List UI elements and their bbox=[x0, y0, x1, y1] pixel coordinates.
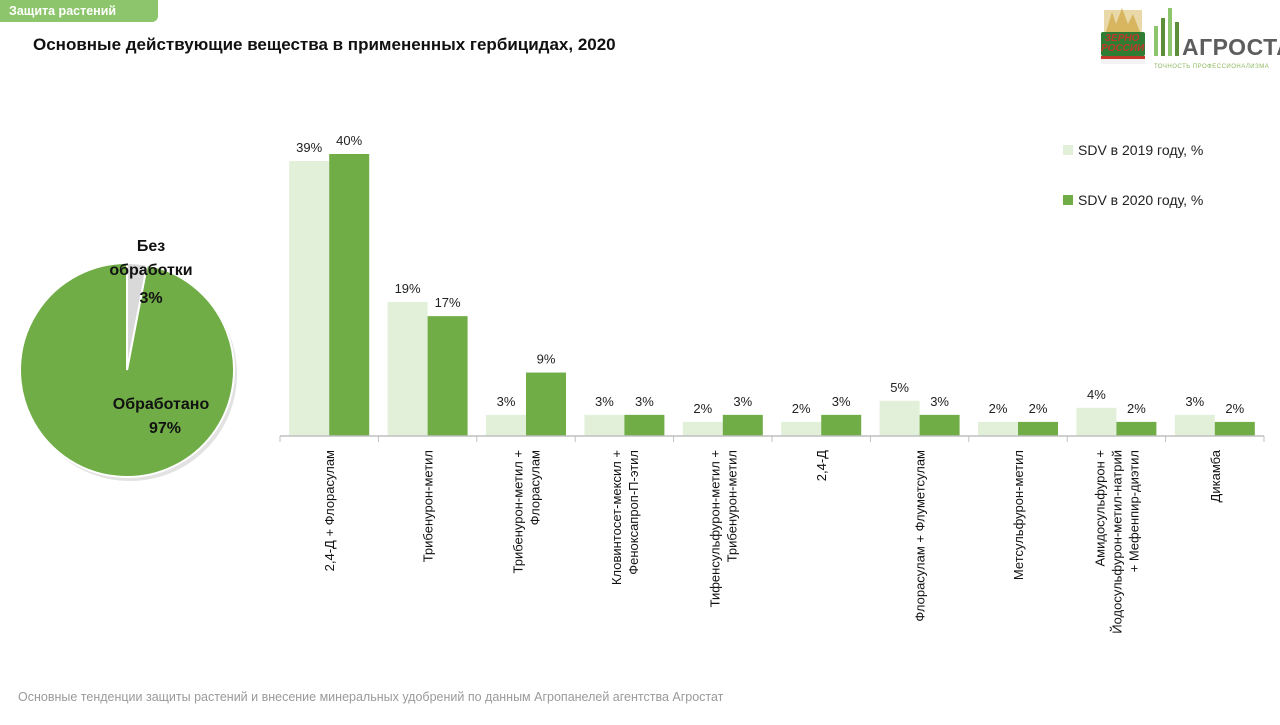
value-label-2020-7: 3% bbox=[930, 394, 949, 409]
bar-2020-7 bbox=[919, 414, 960, 436]
value-label-2020-3: 9% bbox=[537, 352, 556, 367]
section-tab: Защита растений bbox=[0, 0, 158, 22]
category-label-6: 2,4-Д bbox=[814, 450, 829, 481]
zerno-rossii-logo: ЗЕРНО РОССИИ bbox=[1098, 4, 1148, 70]
value-label-2020-2: 17% bbox=[435, 295, 461, 310]
value-label-2019-9: 4% bbox=[1087, 387, 1106, 402]
bar-2019-8 bbox=[978, 421, 1018, 436]
footer-source: Основные тенденции защиты растений и вне… bbox=[18, 690, 724, 704]
category-label-2: Трибенурон-метил bbox=[421, 450, 436, 562]
category-label-8: Метсульфурон-метил bbox=[1011, 450, 1026, 580]
pie-label-treated: Обработано bbox=[113, 396, 210, 413]
category-label-1: 2,4-Д + Флорасулам bbox=[322, 450, 337, 571]
value-label-2019-7: 5% bbox=[890, 380, 909, 395]
agrostat-tagline: ТОЧНОСТЬ ПРОФЕССИОНАЛИЗМА bbox=[1154, 64, 1270, 70]
bar-2019-6 bbox=[781, 421, 822, 436]
bar-2020-6 bbox=[821, 414, 862, 436]
bar-2020-8 bbox=[1018, 421, 1058, 436]
bar-2020-4 bbox=[624, 414, 665, 436]
value-label-2020-4: 3% bbox=[635, 394, 654, 409]
value-label-2020-5: 3% bbox=[733, 394, 752, 409]
legend-swatch-2019 bbox=[1063, 145, 1073, 155]
legend-label-2020: SDV в 2020 году, % bbox=[1078, 192, 1203, 208]
bar-2020-10 bbox=[1214, 421, 1255, 436]
category-label-4: Кловинтосет-мексил + Феноксапроп-П-этил bbox=[609, 450, 641, 585]
value-label-2019-6: 2% bbox=[792, 401, 811, 416]
bar-2019-9 bbox=[1076, 407, 1117, 436]
agrostat-logo-icon bbox=[1154, 8, 1179, 56]
pie-value-untreated: 3% bbox=[139, 290, 162, 307]
value-label-2020-8: 2% bbox=[1029, 401, 1048, 416]
category-label-10: Дикамба bbox=[1208, 449, 1223, 502]
bar-2019-4 bbox=[584, 414, 625, 436]
bar-2019-5 bbox=[682, 421, 723, 436]
legend-swatch-2020 bbox=[1063, 195, 1073, 205]
bar-2020-9 bbox=[1116, 421, 1157, 436]
bar-2020-3 bbox=[526, 372, 566, 436]
pie-value-treated: 97% bbox=[149, 420, 181, 437]
category-label-3: Трибенурон-метил + Флорасулам bbox=[511, 450, 543, 574]
value-label-2019-2: 19% bbox=[395, 281, 421, 296]
bar-2020-2 bbox=[427, 316, 468, 436]
value-label-2019-1: 39% bbox=[296, 140, 322, 155]
bar-2019-1 bbox=[289, 161, 330, 437]
pie-label-untreated: Без обработки bbox=[109, 238, 192, 279]
value-label-2020-10: 2% bbox=[1225, 401, 1244, 416]
bar-2019-7 bbox=[879, 400, 920, 436]
bar-2019-10 bbox=[1174, 414, 1215, 436]
category-label-5: Тифенсульфурон-метил + Трибенурон-метил bbox=[707, 450, 739, 607]
value-label-2019-5: 2% bbox=[693, 401, 712, 416]
bar-2019-2 bbox=[387, 302, 428, 436]
value-label-2020-1: 40% bbox=[336, 133, 362, 148]
category-label-7: Флорасулам + Флуметсулам bbox=[913, 450, 928, 622]
value-label-2020-6: 3% bbox=[832, 394, 851, 409]
page-title: Основные действующие вещества в применен… bbox=[33, 35, 616, 54]
legend-label-2019: SDV в 2019 году, % bbox=[1078, 142, 1203, 158]
bar-2020-5 bbox=[722, 414, 763, 436]
value-label-2019-10: 3% bbox=[1185, 394, 1204, 409]
category-label-9: Амидосульфурон + Йодосульфурон-метил-натр… bbox=[1092, 450, 1141, 634]
value-label-2020-9: 2% bbox=[1127, 401, 1146, 416]
bar-2019-3 bbox=[486, 414, 526, 436]
bar-2020-1 bbox=[329, 154, 370, 436]
agrostat-logo-text: АГРОСТАТ bbox=[1182, 34, 1280, 60]
value-label-2019-4: 3% bbox=[595, 394, 614, 409]
logos: ЗЕРНО РОССИИ АГРОСТАТ ТОЧНОСТЬ ПРОФЕССИО… bbox=[1098, 4, 1280, 74]
zerno-rossii-text: ЗЕРНО РОССИИ bbox=[1101, 33, 1145, 54]
pie-slice-untreated bbox=[126, 261, 149, 371]
value-label-2019-8: 2% bbox=[989, 401, 1008, 416]
value-label-2019-3: 3% bbox=[497, 394, 516, 409]
